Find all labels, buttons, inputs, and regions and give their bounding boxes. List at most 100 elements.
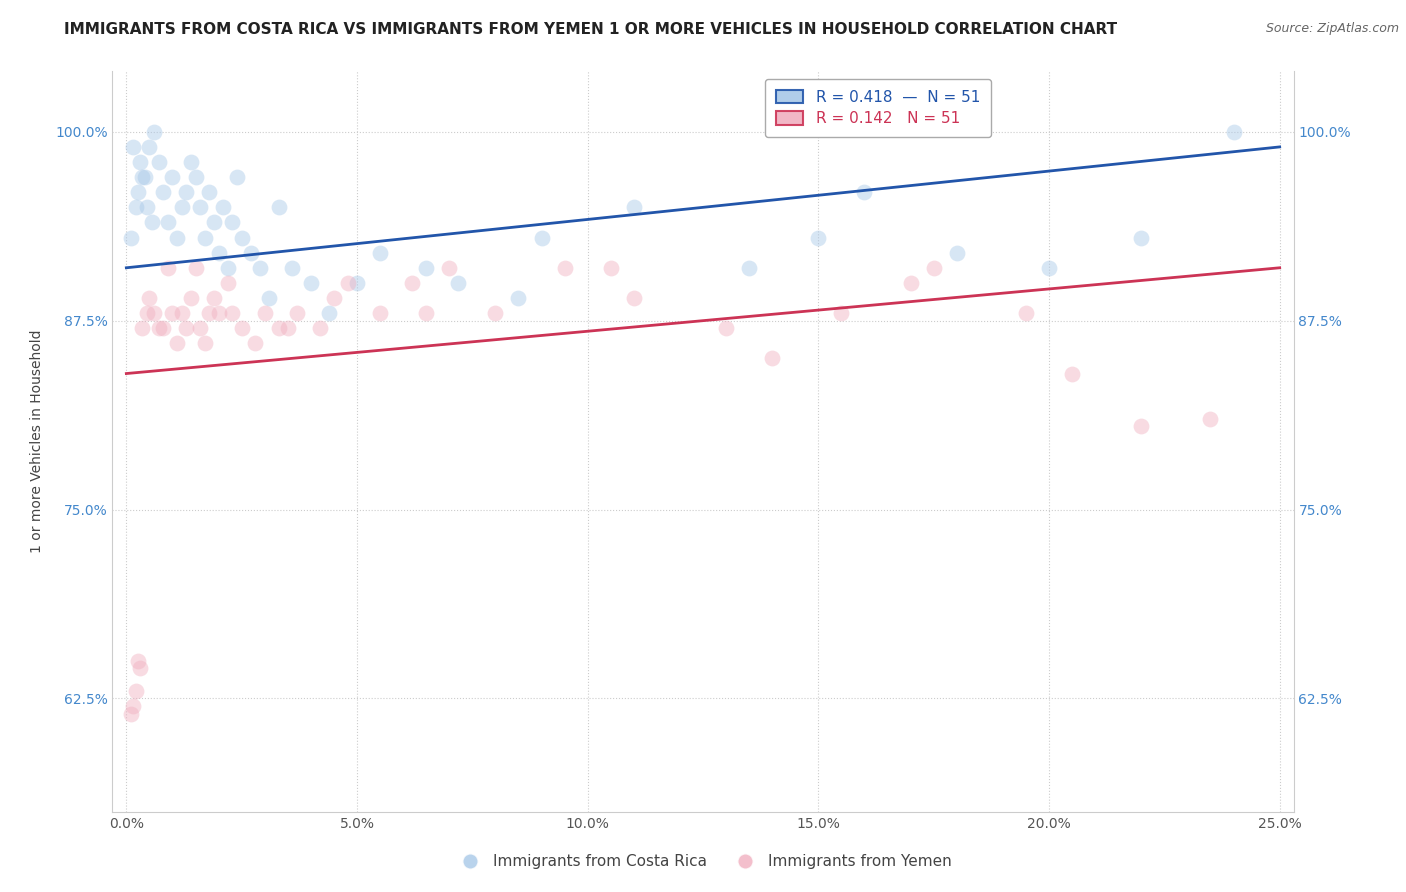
Point (194, 336, 217, 351)
Point (447, 276, 470, 290)
Point (267, 200, 290, 214)
Point (415, 306, 437, 320)
Point (508, 291, 530, 305)
Point (439, 260, 461, 275)
Point (277, 321, 299, 335)
Point (738, 260, 761, 275)
Point (148, 155, 170, 169)
Point (714, 321, 737, 335)
Point (259, 291, 281, 305)
Point (231, 230, 253, 244)
Point (131, 170, 153, 185)
Point (141, 215, 163, 229)
Point (198, 306, 221, 320)
Point (599, 260, 621, 275)
Point (1060, 367, 1083, 381)
Point (174, 321, 197, 335)
Point (368, 306, 391, 320)
Point (318, 306, 340, 320)
Point (134, 170, 156, 185)
Point (207, 245, 229, 260)
Point (1222, 125, 1244, 139)
Point (174, 186, 197, 200)
Point (212, 200, 235, 214)
Point (226, 170, 249, 185)
Point (122, 698, 145, 713)
Point (143, 306, 166, 320)
Point (162, 170, 184, 185)
Point (761, 351, 783, 366)
Point (124, 200, 146, 214)
Point (143, 125, 166, 139)
Point (170, 200, 193, 214)
Point (1015, 306, 1038, 320)
Point (309, 321, 332, 335)
Point (188, 321, 211, 335)
Point (853, 186, 876, 200)
Point (401, 276, 423, 290)
Point (245, 336, 267, 351)
Point (267, 321, 290, 335)
Point (221, 306, 243, 320)
Point (180, 155, 202, 169)
Point (207, 306, 229, 320)
Point (129, 155, 152, 169)
Point (253, 306, 276, 320)
Point (231, 321, 253, 335)
Point (194, 230, 217, 244)
Point (217, 260, 239, 275)
Point (623, 200, 645, 214)
Point (152, 321, 174, 335)
Point (120, 706, 142, 721)
Point (138, 140, 160, 154)
Point (322, 291, 346, 305)
Point (281, 260, 304, 275)
Point (1038, 260, 1060, 275)
Point (127, 654, 149, 668)
Legend: Immigrants from Costa Rica, Immigrants from Yemen: Immigrants from Costa Rica, Immigrants f… (449, 848, 957, 875)
Point (180, 291, 202, 305)
Point (830, 306, 852, 320)
Point (202, 291, 225, 305)
Point (148, 321, 170, 335)
Point (1130, 419, 1153, 434)
Point (336, 276, 359, 290)
Point (166, 336, 188, 351)
Point (120, 230, 142, 244)
Point (623, 291, 645, 305)
Point (221, 215, 243, 229)
Y-axis label: 1 or more Vehicles in Household: 1 or more Vehicles in Household (30, 330, 44, 553)
Point (131, 321, 153, 335)
Point (554, 260, 576, 275)
Point (1130, 230, 1153, 244)
Point (285, 306, 308, 320)
Point (156, 260, 179, 275)
Point (170, 306, 193, 320)
Point (922, 260, 945, 275)
Point (1199, 412, 1222, 426)
Point (184, 170, 207, 185)
Point (127, 186, 149, 200)
Point (415, 260, 437, 275)
Point (138, 291, 160, 305)
Point (136, 306, 159, 320)
Legend: R = 0.418  —  N = 51, R = 0.142   N = 51: R = 0.418 — N = 51, R = 0.142 N = 51 (765, 79, 991, 136)
Point (368, 245, 391, 260)
Point (202, 215, 225, 229)
Text: Source: ZipAtlas.com: Source: ZipAtlas.com (1265, 22, 1399, 36)
Point (166, 230, 188, 244)
Point (198, 186, 221, 200)
Point (346, 276, 368, 290)
Point (124, 683, 146, 698)
Text: IMMIGRANTS FROM COSTA RICA VS IMMIGRANTS FROM YEMEN 1 OR MORE VEHICLES IN HOUSEH: IMMIGRANTS FROM COSTA RICA VS IMMIGRANTS… (63, 22, 1118, 37)
Point (249, 260, 271, 275)
Point (188, 200, 211, 214)
Point (484, 306, 506, 320)
Point (530, 230, 553, 244)
Point (239, 245, 262, 260)
Point (152, 186, 174, 200)
Point (162, 306, 184, 320)
Point (136, 200, 159, 214)
Point (900, 276, 922, 290)
Point (156, 215, 179, 229)
